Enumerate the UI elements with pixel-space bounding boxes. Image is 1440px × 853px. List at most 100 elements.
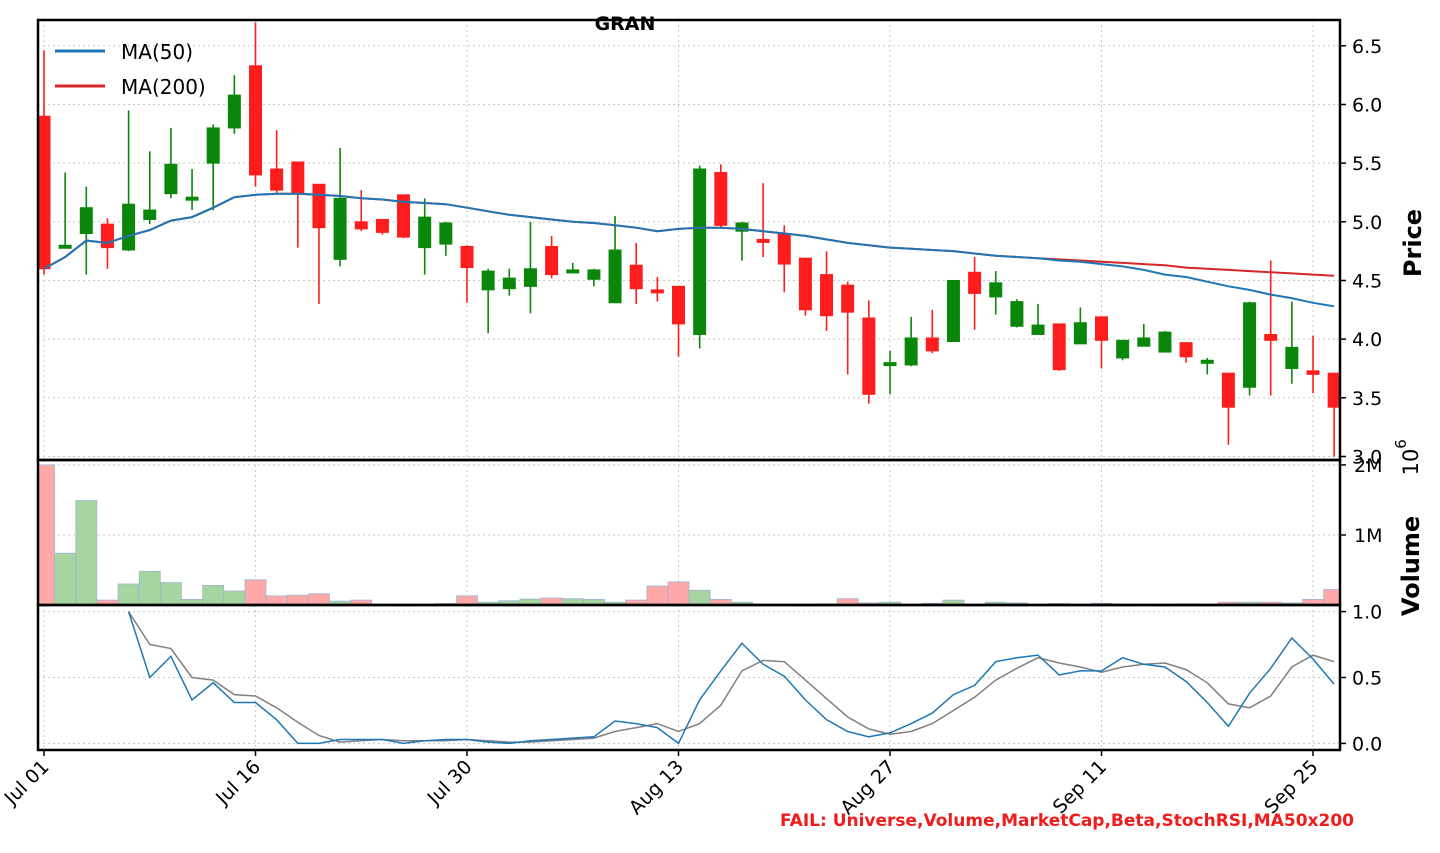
stoch-tick-label: 0.0 xyxy=(1352,733,1382,755)
volume-bar xyxy=(202,584,225,605)
ma200-line xyxy=(43,192,1335,277)
candle-body xyxy=(1327,372,1340,408)
candle-body xyxy=(820,274,834,317)
volume-bar xyxy=(223,590,246,605)
candle-body xyxy=(206,127,220,164)
x-tick-label: Jul 30 xyxy=(423,756,477,810)
candle-body xyxy=(418,216,432,249)
volume-exponent: 10 6 xyxy=(1392,439,1423,475)
volume-tick-label: 2M xyxy=(1354,455,1382,477)
candle-body xyxy=(735,222,749,232)
volume-bar xyxy=(308,593,330,605)
candle-body xyxy=(841,284,855,313)
candle-body xyxy=(968,271,982,294)
x-tick-label: Jul 16 xyxy=(211,756,265,810)
x-tick-label: Jul 01 xyxy=(0,756,54,810)
candle-body xyxy=(1179,342,1193,358)
price-frame xyxy=(36,18,1342,462)
candle-body xyxy=(143,209,157,220)
candle-body xyxy=(1116,339,1130,359)
candle-body xyxy=(650,289,664,294)
candle-body xyxy=(883,362,897,367)
volume-bar xyxy=(836,598,859,605)
stoch-k-line xyxy=(127,611,1335,745)
price-tick-label: 3.0 xyxy=(1352,446,1382,468)
candle-body xyxy=(946,279,960,342)
x-tick-label: Aug 13 xyxy=(625,756,688,819)
price-tick-label: 3.5 xyxy=(1352,388,1382,410)
candle-body xyxy=(672,285,685,325)
volume-bar xyxy=(942,599,965,605)
candle-body xyxy=(1031,324,1045,335)
volume-bar xyxy=(667,581,690,605)
candle-body xyxy=(291,161,305,193)
candle-body xyxy=(1200,359,1214,364)
candle-body xyxy=(460,245,474,269)
candle-body xyxy=(270,168,284,191)
volume-bar xyxy=(244,579,267,605)
candle-body xyxy=(566,269,580,274)
volume-bar xyxy=(54,552,77,605)
candle-body xyxy=(312,183,326,229)
candle-body xyxy=(79,207,93,235)
volume-bar xyxy=(1323,589,1340,605)
stoch-tick-label: 1.0 xyxy=(1352,602,1382,624)
candle-body xyxy=(1052,323,1066,371)
legend-ma50-label: MA(50) xyxy=(121,40,193,64)
candle-body xyxy=(100,223,114,249)
candle-body xyxy=(375,218,389,233)
ma50-line xyxy=(43,192,1335,308)
candle-body xyxy=(1095,316,1108,341)
volume-exponent-power: 6 xyxy=(1392,439,1410,449)
candle-body xyxy=(333,197,347,260)
volume-bar xyxy=(75,500,98,605)
volume-tick-label: 1M xyxy=(1354,525,1382,547)
candle-body xyxy=(227,94,241,129)
candle-body xyxy=(58,244,72,249)
candle-body xyxy=(693,168,707,335)
price-tick-label: 5.0 xyxy=(1352,212,1382,234)
volume-bar xyxy=(159,582,182,605)
volume-bar xyxy=(456,595,478,605)
candle-body xyxy=(756,238,770,243)
price-tick-label: 4.5 xyxy=(1352,270,1382,292)
candle-body xyxy=(1221,372,1235,408)
candle-body xyxy=(249,65,262,176)
candle-body xyxy=(1010,301,1024,327)
volume-bar xyxy=(38,464,55,605)
price-tick-label: 6.5 xyxy=(1352,36,1382,58)
candle-body xyxy=(1306,370,1320,375)
candle-body xyxy=(629,264,643,290)
candle-body xyxy=(164,163,178,195)
volume-bar xyxy=(138,570,161,605)
volume-exponent-base: 10 xyxy=(1399,449,1423,476)
price-tick-label: 5.5 xyxy=(1352,153,1382,175)
candle-body xyxy=(502,277,516,290)
price-tick-label: 6.0 xyxy=(1352,94,1382,116)
stoch-tick-label: 0.5 xyxy=(1352,668,1382,690)
candle-body xyxy=(354,221,368,230)
candle-body xyxy=(545,245,559,276)
price-tick-label: 4.0 xyxy=(1352,329,1382,351)
volume-bar xyxy=(646,585,669,605)
candle-body xyxy=(862,317,876,395)
candle-body xyxy=(397,194,411,238)
stoch-d-line xyxy=(127,611,1335,743)
candle-body xyxy=(798,257,812,311)
volume-bar xyxy=(286,594,309,605)
x-tick-label: Sep 25 xyxy=(1260,756,1322,818)
candle-body xyxy=(439,222,453,245)
x-tick-label: Sep 11 xyxy=(1049,756,1111,818)
candle-body xyxy=(587,269,601,280)
candle-body xyxy=(185,196,199,201)
price-axis-label: Price xyxy=(1399,209,1427,277)
candle-body xyxy=(714,172,728,226)
volume-bar xyxy=(117,583,140,605)
candle-body xyxy=(1137,337,1151,347)
candle-body xyxy=(122,203,136,251)
legend-ma200-label: MA(200) xyxy=(121,75,206,99)
candle-body xyxy=(1158,331,1172,353)
stoch-rsi-panel xyxy=(127,611,1335,745)
price-panel xyxy=(38,22,1340,457)
